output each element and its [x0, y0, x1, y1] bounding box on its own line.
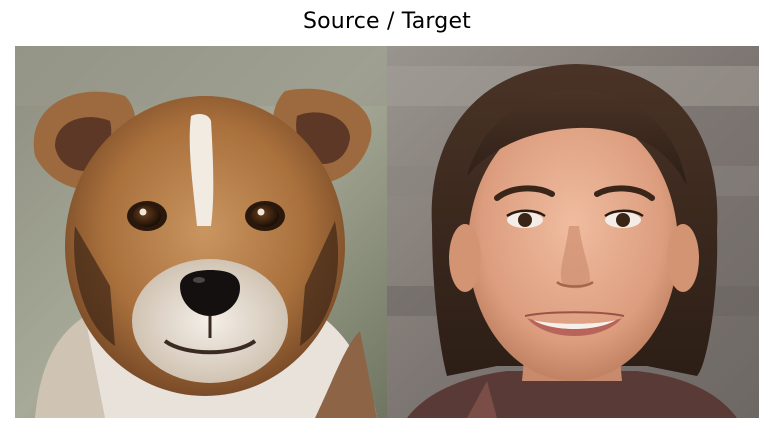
- target-image: [387, 46, 759, 418]
- source-image: [15, 46, 387, 418]
- figure-title: Source / Target: [302, 9, 472, 34]
